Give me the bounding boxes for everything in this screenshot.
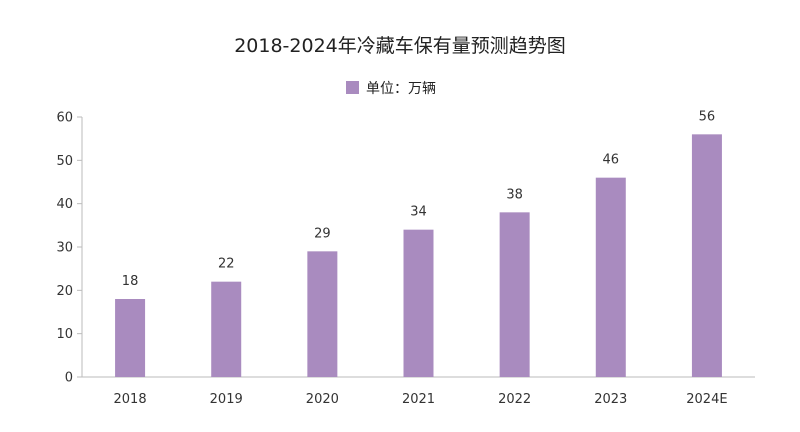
data-label: 22	[218, 257, 235, 272]
bar	[115, 299, 146, 377]
data-label: 18	[122, 274, 139, 289]
data-label: 56	[699, 109, 716, 124]
x-tick-label: 2020	[306, 392, 339, 407]
data-label: 34	[410, 205, 427, 220]
bars	[115, 134, 722, 377]
x-tick-label: 2019	[210, 392, 243, 407]
y-tick-label: 20	[56, 284, 73, 299]
y-tick-label: 40	[56, 197, 73, 212]
y-tick-label: 30	[56, 241, 73, 256]
y-tick-label: 50	[56, 154, 73, 169]
legend-swatch	[346, 81, 359, 94]
data-labels: 18 22 29 34 38 46 56	[122, 109, 715, 289]
legend-label: 单位：万辆	[366, 81, 436, 97]
legend: 单位：万辆	[346, 81, 436, 97]
chart-title: 2018-2024年冷藏车保有量预测趋势图	[234, 35, 566, 57]
y-tick-label: 0	[65, 371, 73, 386]
bar	[211, 281, 242, 377]
bar	[307, 251, 338, 377]
x-tick-label: 2022	[498, 392, 531, 407]
data-label: 46	[603, 153, 620, 168]
y-ticks: 0 10 20 30 40 50 60	[56, 111, 82, 386]
data-label: 38	[506, 187, 523, 202]
bar	[691, 134, 722, 377]
x-tick-label: 2018	[114, 392, 147, 407]
bar	[403, 229, 434, 377]
x-tick-label: 2021	[402, 392, 435, 407]
x-tick-label: 2024E	[686, 392, 727, 407]
x-ticks: 2018 2019 2020 2021 2022 2023 2024E	[114, 392, 728, 407]
bar	[499, 212, 530, 377]
data-label: 29	[314, 226, 331, 241]
y-tick-label: 60	[56, 111, 73, 126]
y-tick-label: 10	[56, 327, 73, 342]
x-tick-label: 2023	[594, 392, 627, 407]
bar	[595, 177, 626, 377]
